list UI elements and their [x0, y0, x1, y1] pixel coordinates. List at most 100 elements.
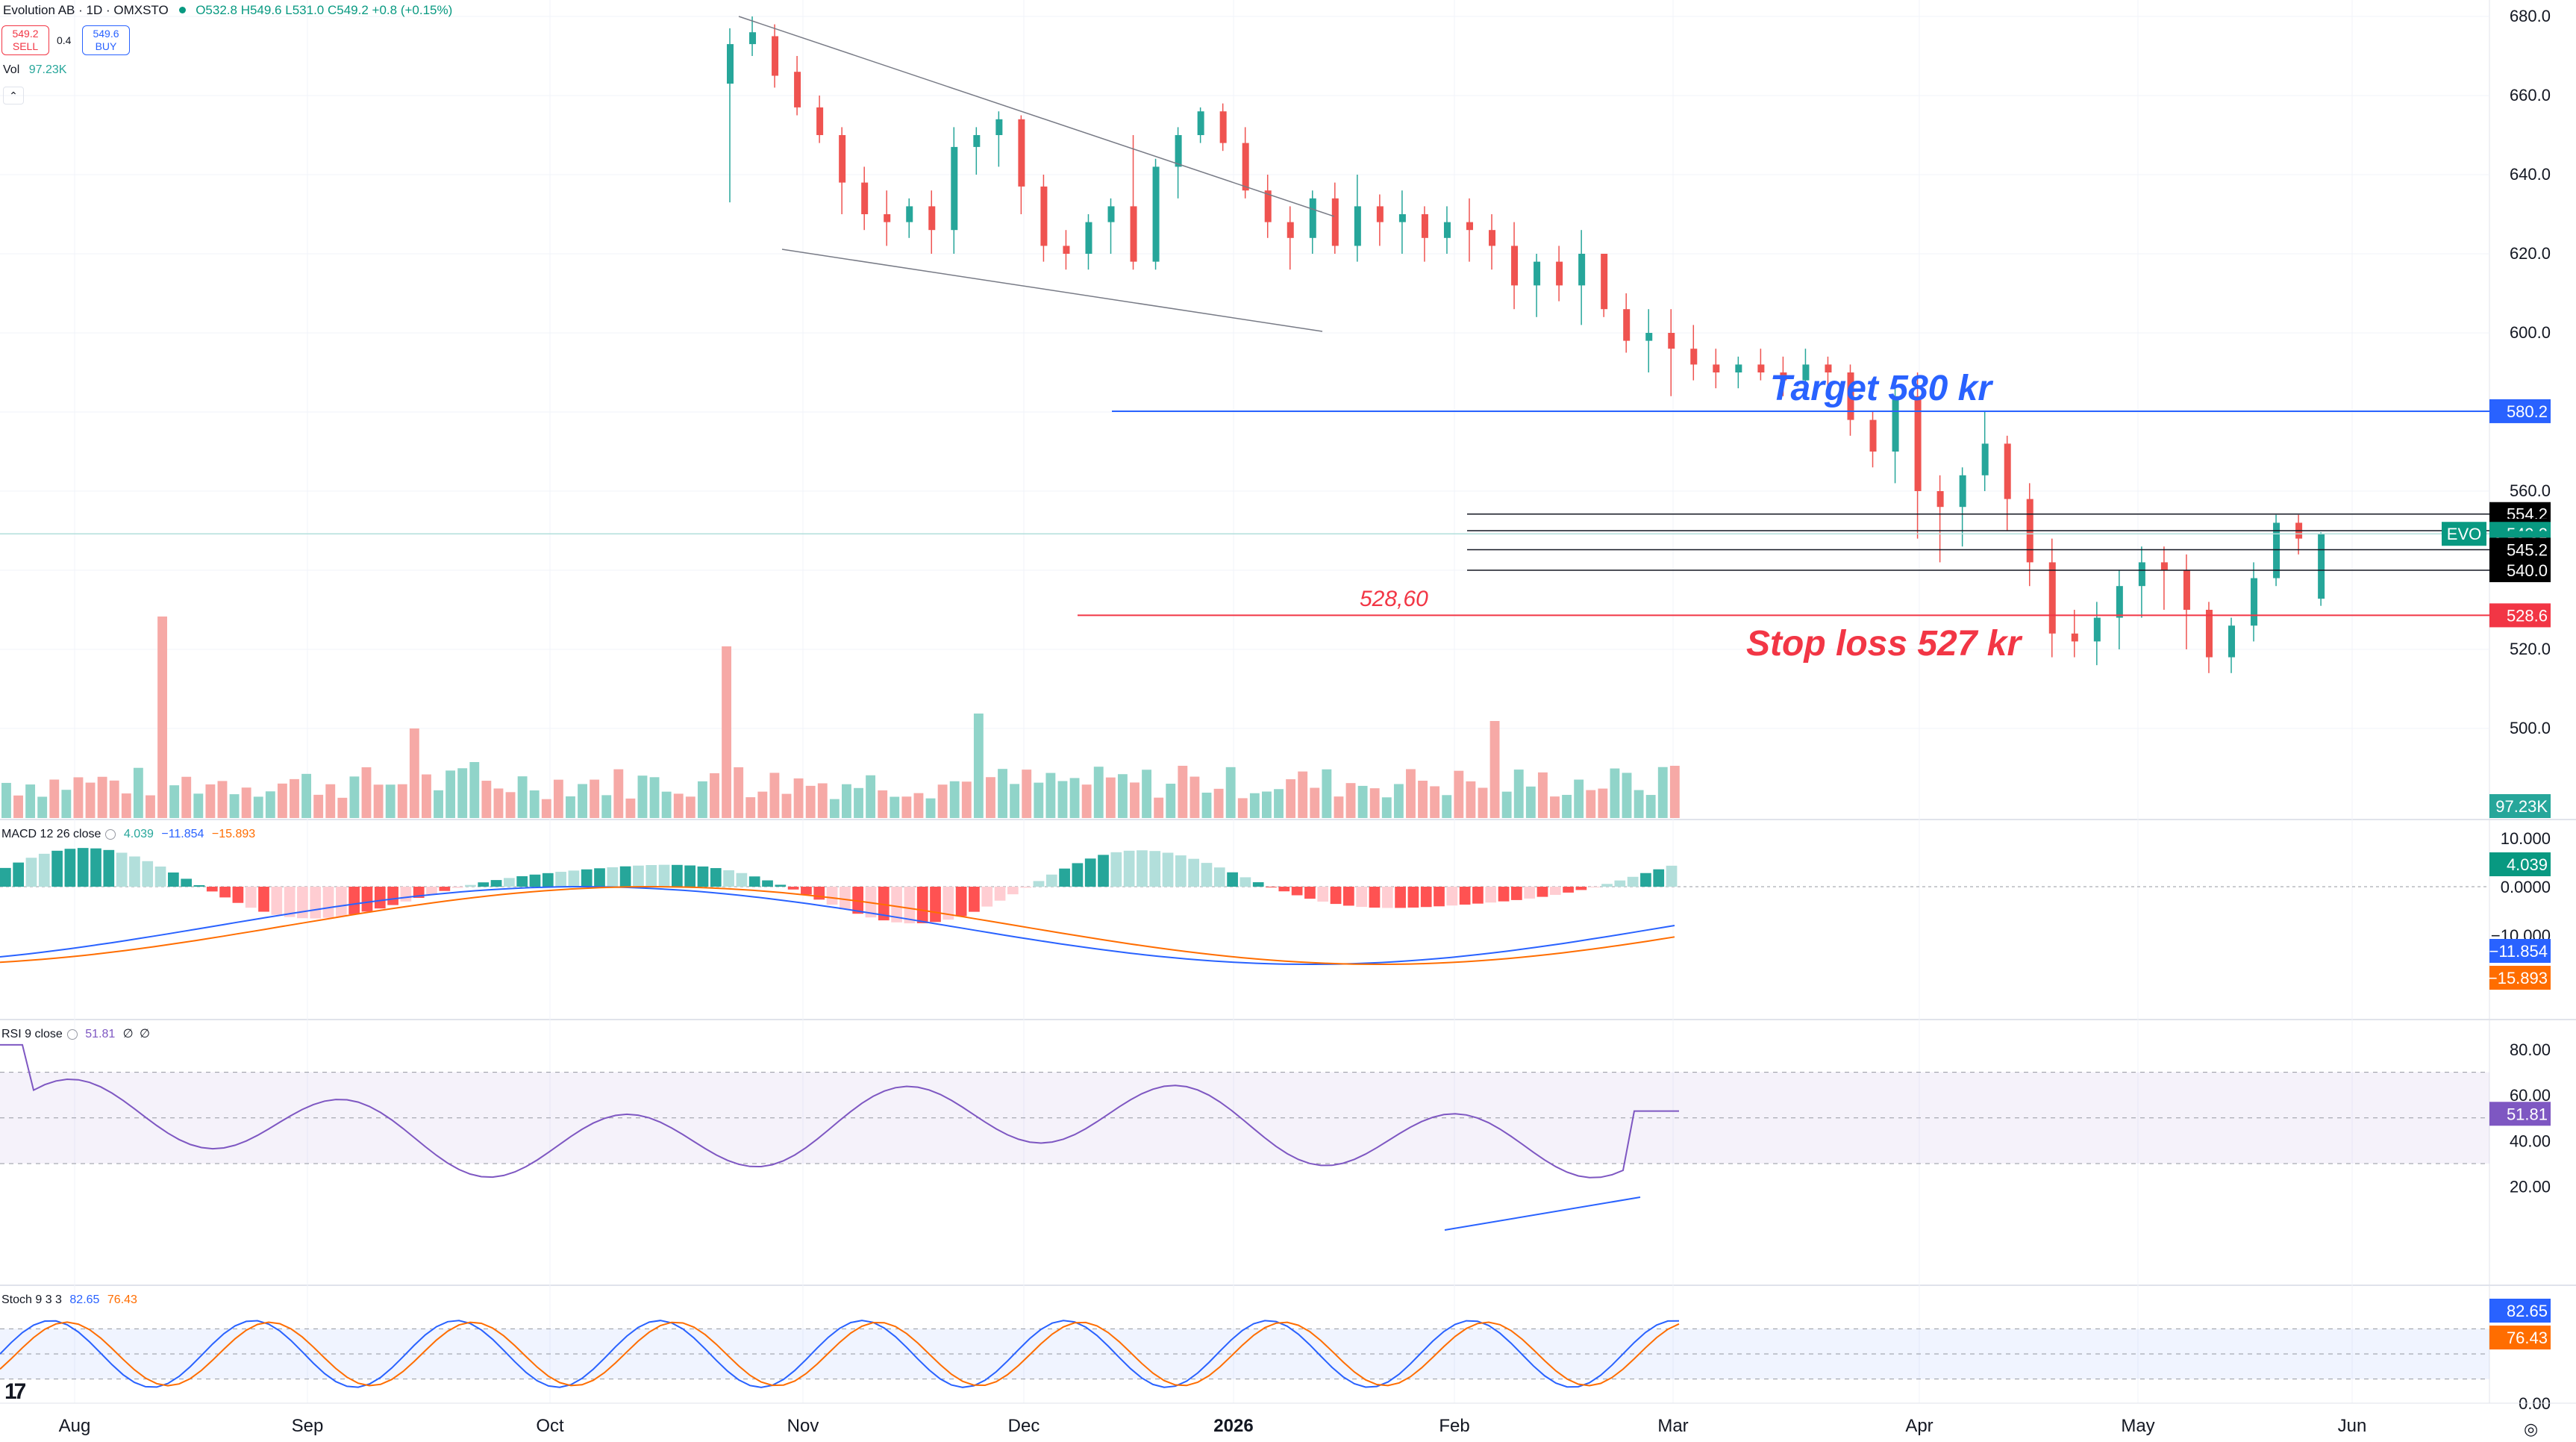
- rsi-tick-label: 80.00: [2510, 1040, 2551, 1059]
- volume-bar: [229, 794, 240, 818]
- macd-histogram-bar: [1252, 881, 1264, 887]
- volume-bar: [1034, 782, 1044, 818]
- stoch-k-line: [0, 1320, 1680, 1388]
- price-tag-label: 545.2: [2507, 540, 2548, 559]
- volume-bar: [1286, 779, 1296, 818]
- stoch-tag: [2489, 1326, 2551, 1349]
- time-axis-label: Oct: [536, 1416, 564, 1436]
- volume-bar: [734, 767, 744, 818]
- candle-body: [2228, 625, 2236, 658]
- volume-bar: [1501, 791, 1512, 818]
- volume-bar: [1345, 783, 1356, 818]
- volume-bar: [169, 785, 180, 818]
- volume-bar: [649, 777, 660, 818]
- price-tag: [2489, 558, 2551, 582]
- price-tick-label: 560.0: [2510, 481, 2551, 500]
- volume-bar: [1489, 721, 1500, 818]
- macd-histogram-bar: [736, 873, 748, 887]
- candle-body: [1018, 119, 1025, 187]
- macd-histogram-bar: [1575, 887, 1587, 890]
- candle-body: [1354, 206, 1361, 246]
- macd-histogram-bar: [490, 880, 502, 887]
- volume-bar: [781, 793, 792, 818]
- volume-bar: [937, 784, 948, 818]
- volume-bar: [866, 775, 876, 818]
- macd-histogram-bar: [594, 868, 605, 887]
- candle-body: [1892, 396, 1899, 452]
- volume-bar: [757, 791, 768, 818]
- macd-histogram-bar: [1524, 887, 1536, 899]
- candle-body: [2138, 562, 2145, 587]
- macd-histogram-bar: [1045, 874, 1057, 887]
- macd-legend[interactable]: MACD 12 26 close 4.039 −11.854 −15.893: [1, 827, 255, 842]
- time-axis-label: Nov: [787, 1416, 819, 1436]
- volume-bar: [1454, 770, 1464, 818]
- macd-histogram-bar: [206, 887, 218, 892]
- macd-histogram-bar: [258, 887, 269, 912]
- price-tag: [2489, 399, 2551, 423]
- macd-histogram-bar: [1317, 887, 1329, 902]
- stoch-k-value: 82.65: [69, 1293, 100, 1306]
- candle-body: [2251, 578, 2258, 626]
- volume-bar: [181, 776, 192, 818]
- volume-bar: [817, 783, 828, 818]
- signal-line: [0, 886, 1675, 966]
- candle-body: [2205, 610, 2213, 658]
- volume-bar: [434, 790, 443, 818]
- macd-histogram-bar: [322, 887, 334, 918]
- vol-label: Vol: [3, 63, 20, 76]
- time-axis-label: Mar: [1657, 1416, 1688, 1436]
- sell-button[interactable]: 549.2 SELL: [1, 25, 49, 55]
- buy-button[interactable]: 549.6 BUY: [82, 25, 130, 55]
- stoch-legend[interactable]: Stoch 9 3 3 82.65 76.43: [1, 1293, 137, 1308]
- volume-bar: [601, 795, 612, 818]
- macd-histogram-bar: [1239, 877, 1251, 887]
- candle-body: [1063, 246, 1070, 254]
- chevron-up-icon[interactable]: ⌃: [3, 87, 24, 104]
- candle-body: [1601, 254, 1608, 310]
- volume-bar: [73, 777, 84, 818]
- rsi-tick-label: 20.00: [2510, 1178, 2551, 1196]
- rsi-legend[interactable]: RSI 9 close 51.81 ∅ ∅: [1, 1027, 150, 1042]
- symbol-title[interactable]: Evolution AB · 1D · OMXSTO: [3, 3, 169, 17]
- macd-histogram-bar: [400, 887, 412, 902]
- volume-bar: [1093, 767, 1104, 818]
- candle-body: [1914, 396, 1922, 491]
- macd-tag-label: 4.039: [2507, 855, 2548, 874]
- candle-body: [2160, 562, 2168, 570]
- stoch-d-line: [0, 1321, 1680, 1387]
- volume-bar: [913, 793, 924, 818]
- sell-label: SELL: [12, 40, 39, 52]
- volume-bar: [1213, 788, 1224, 818]
- macd-histogram-bar: [633, 865, 644, 887]
- volume-bar: [1298, 771, 1308, 818]
- settings-icon[interactable]: ◎: [2524, 1420, 2539, 1438]
- eye-icon[interactable]: [66, 1029, 78, 1040]
- eye-icon[interactable]: [105, 828, 116, 840]
- macd-histogram-bar: [748, 876, 760, 887]
- volume-bar: [793, 778, 804, 818]
- tradingview-logo-icon[interactable]: 17: [4, 1379, 26, 1404]
- ohlc-open: O532.8: [196, 3, 237, 17]
- price-tick-label: 660.0: [2510, 86, 2551, 104]
- candle-body: [1645, 333, 1653, 341]
- macd-histogram-bar: [1072, 863, 1084, 887]
- volume-bar: [481, 781, 492, 818]
- macd-histogram-bar: [64, 849, 76, 887]
- volume-bar: [1430, 786, 1440, 818]
- volume-legend[interactable]: Vol 97.23K: [3, 63, 66, 78]
- volume-bar: [493, 788, 504, 818]
- macd-histogram-bar: [930, 887, 941, 923]
- volume-bar: [241, 787, 251, 818]
- candle-body: [727, 44, 734, 84]
- volume-bar: [1466, 781, 1476, 818]
- macd-histogram-bar: [1098, 855, 1109, 887]
- volume-bar: [121, 793, 131, 818]
- macd-histogram-bar: [710, 868, 722, 887]
- macd-histogram-bar: [658, 864, 670, 887]
- macd-histogram-bar: [916, 887, 928, 923]
- macd-histogram-bar: [0, 867, 11, 887]
- volume-bar: [1334, 796, 1344, 818]
